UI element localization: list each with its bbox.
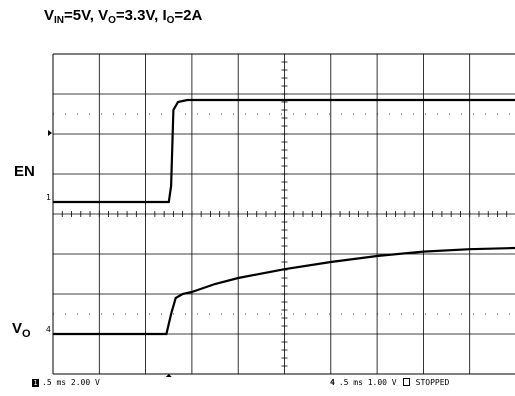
channel-markers: 14	[46, 130, 172, 377]
channel-1-readout: 1.5 ms 2.00 V	[32, 378, 100, 387]
channel-4-ground-tag: 4	[46, 325, 51, 334]
chart-title: VIN=5V, VO=3.3V, IO=2A	[44, 7, 203, 26]
acquisition-status: STOPPED	[415, 378, 450, 387]
en-channel-label: EN	[14, 163, 35, 180]
trace-vo	[53, 246, 515, 336]
channel-1-settings: .5 ms 2.00 V	[42, 378, 100, 387]
trigger-position-marker	[165, 374, 172, 377]
channel-1-ground-tag: 1	[46, 193, 51, 202]
vo-channel-label: VO	[12, 320, 31, 340]
scope-grid	[52, 53, 515, 375]
channel-4-number: 4	[330, 378, 335, 387]
trace-en	[53, 98, 515, 204]
trigger-level-marker	[48, 130, 52, 136]
channel-4-settings: .5 ms 1.00 V	[338, 378, 397, 387]
trigger-box-icon	[402, 378, 410, 386]
channel-1-box: 1	[32, 379, 39, 387]
channel-4-readout: 4.5 ms 1.00 V STOPPED	[330, 378, 449, 387]
